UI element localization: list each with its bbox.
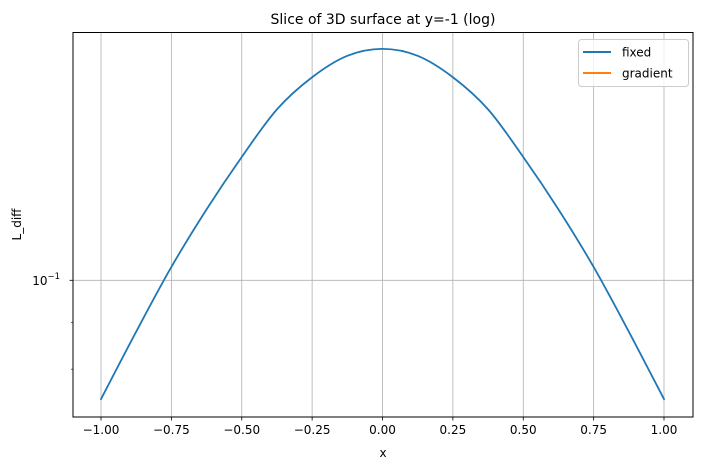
plot-area: −1.00 −0.75 −0.50 −0.25 0.00 0.25 0.50 0.75 1.00… xyxy=(32,32,694,437)
chart-title: Slice of 3D surface at y=-1 (log) xyxy=(271,12,496,28)
x-tick-label: 0.00 xyxy=(369,423,396,437)
legend-label-fixed: fixed xyxy=(622,46,651,60)
x-tick-label: 1.00 xyxy=(651,423,678,437)
series-line-fixed xyxy=(99,47,666,401)
x-tick-label: −1.00 xyxy=(83,423,120,437)
x-tick-label: −0.25 xyxy=(294,423,331,437)
y-axis-label: L_diff xyxy=(10,208,24,241)
x-tick-label: 0.75 xyxy=(580,423,607,437)
x-tick-label: −0.50 xyxy=(223,423,260,437)
legend: fixed gradient xyxy=(578,39,689,87)
x-tick-label: 0.25 xyxy=(440,423,467,437)
y-tick-label-major: 10−1 xyxy=(32,272,60,288)
grid-lines xyxy=(73,32,693,417)
data-lines xyxy=(99,47,666,401)
x-tick-label: −0.75 xyxy=(153,423,190,437)
x-tick-label: 0.50 xyxy=(510,423,537,437)
axes-background xyxy=(73,32,693,417)
legend-label-gradient: gradient xyxy=(622,67,673,81)
x-axis-label: x xyxy=(379,446,386,460)
x-axis-ticks: −1.00 −0.75 −0.50 −0.25 0.00 0.25 0.50 0.75 1.00 xyxy=(83,417,678,437)
axes-frame xyxy=(72,32,694,418)
y-axis-ticks: 10−1 xyxy=(32,272,73,370)
